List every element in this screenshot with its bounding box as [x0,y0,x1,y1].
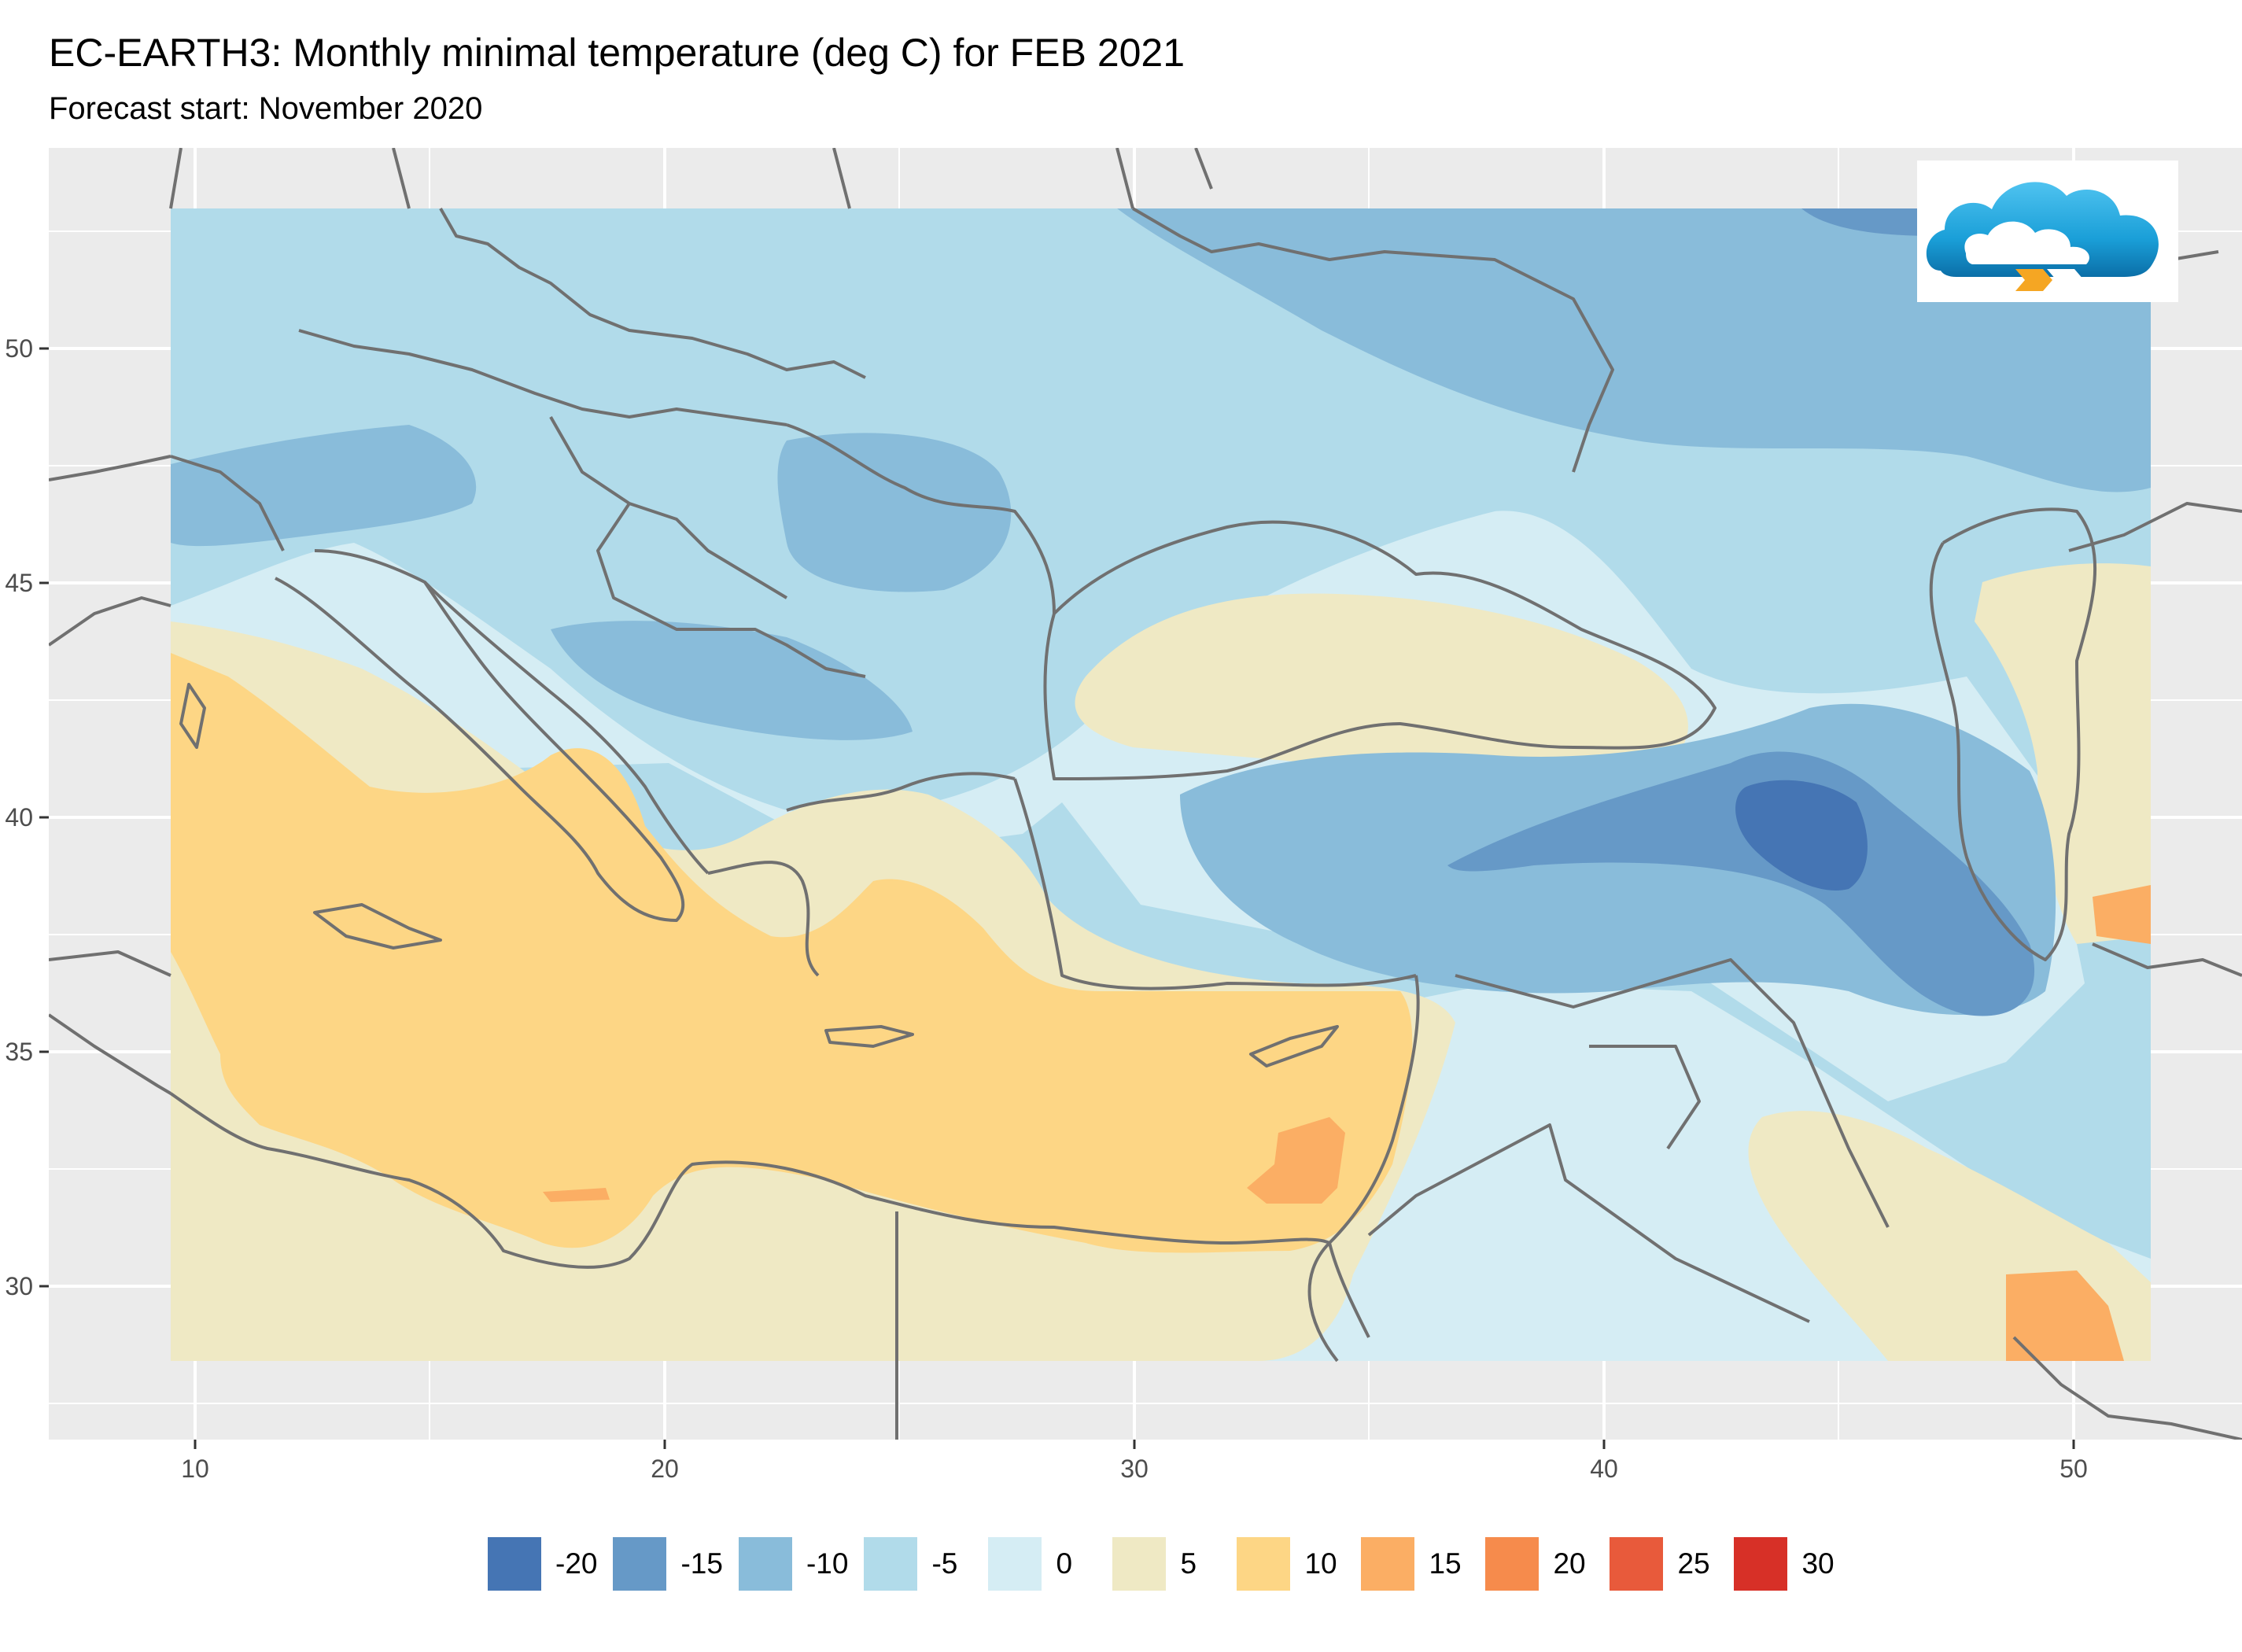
legend-label: 0 [1056,1547,1073,1580]
legend-swatch [738,1537,792,1591]
y-tick-label: 40 [5,803,33,832]
x-tick-label: 50 [2059,1455,2088,1483]
legend-item: 30 [1734,1537,1842,1591]
chart-title: EC-EARTH3: Monthly minimal temperature (… [49,31,1186,75]
legend-item: -20 [488,1537,597,1591]
legend-label: 10 [1304,1547,1337,1580]
legend-label: -5 [931,1547,958,1580]
field-band-15-gulf [2006,1270,2124,1361]
legend-swatch [1237,1537,1291,1591]
field-band-minus-10-balkan [551,621,913,740]
legend-item: 5 [1112,1537,1221,1591]
legend-swatch [1361,1537,1415,1591]
temperature-field [171,208,2151,1361]
y-tick-labels: 50 45 40 35 30 [5,334,33,1300]
legend-item: -5 [864,1537,972,1591]
chart-subtitle: Forecast start: November 2020 [49,91,483,126]
cloud-logo-icon [1917,160,2178,302]
legend-label: -20 [555,1547,598,1580]
field-band-minus-10-carpathian [777,433,1012,592]
y-tick-label: 35 [5,1038,33,1066]
legend-swatch [488,1537,541,1591]
y-tick-label: 30 [5,1272,33,1300]
y-tick-label: 50 [5,334,33,363]
field-band-15-levant [1247,1117,1345,1204]
legend-item: 15 [1361,1537,1469,1591]
field-band-5-black-sea [1075,593,1688,782]
legend-label: -10 [806,1547,849,1580]
legend-label: 30 [1801,1547,1835,1580]
legend-item: 20 [1485,1537,1594,1591]
tick-marks [39,347,2075,1449]
field-band-minus-10-alps [171,425,477,547]
x-tick-labels: 10 20 30 40 50 [181,1455,2088,1483]
x-tick-label: 40 [1590,1455,1618,1483]
legend-label: 20 [1553,1547,1586,1580]
field-band-5-caspian [1975,563,2151,944]
legend-label: 15 [1429,1547,1462,1580]
x-tick-label: 10 [181,1455,209,1483]
color-legend: -20 -15 -10 -5 0 5 10 15 20 25 30 [488,1536,1858,1591]
y-tick-label: 45 [5,569,33,597]
field-band-minus-15-caucasus [1447,751,2035,1016]
legend-swatch [988,1537,1042,1591]
legend-swatch [1485,1537,1540,1591]
legend-label: 25 [1677,1547,1710,1580]
x-tick-label: 20 [651,1455,679,1483]
legend-label: -15 [680,1547,723,1580]
legend-swatch [864,1537,918,1591]
legend-swatch [613,1537,667,1591]
field-band-minus-10-north [1117,208,2151,492]
field-band-10 [171,653,1413,1253]
legend-item: 25 [1610,1537,1718,1591]
legend-item: -10 [738,1537,849,1591]
coastlines [49,148,2242,1440]
field-band-15-libya [543,1188,610,1202]
legend-swatch [1610,1537,1664,1591]
field-band-15-caspian [2093,885,2151,944]
legend-swatch [1112,1537,1167,1591]
x-tick-label: 30 [1120,1455,1149,1483]
legend-item: 10 [1237,1537,1345,1591]
legend-swatch [1734,1537,1788,1591]
legend-item: -15 [613,1537,723,1591]
field-band-minus-20-core [1735,780,1868,891]
legend-item: 0 [988,1537,1097,1591]
legend-label: 5 [1180,1547,1197,1580]
